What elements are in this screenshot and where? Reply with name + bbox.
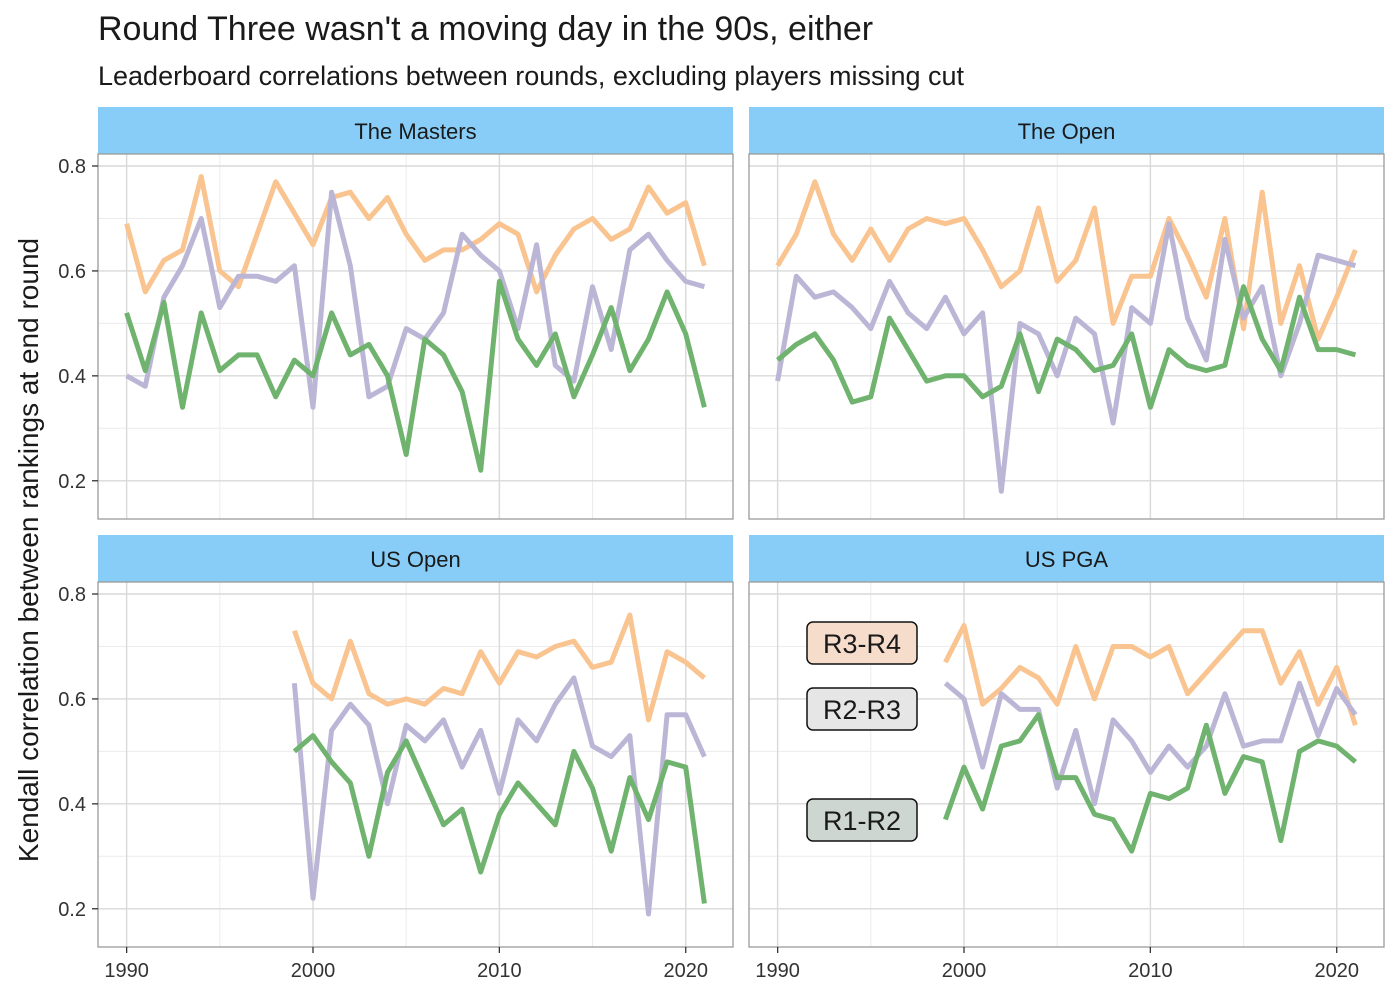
series-line-r2-r3 — [943, 680, 1358, 807]
panel-border — [748, 153, 1385, 520]
series-line-r2-r3 — [775, 221, 1357, 494]
facet-strip-label: US PGA — [1025, 547, 1108, 572]
facet-panel: US Open 0.2 0.4 0.6 0.8 1990 2000 2010 2020 — [58, 535, 734, 982]
series-line-r3-r4 — [943, 623, 1358, 726]
series-line-r1-r2 — [943, 712, 1358, 854]
legend-box — [806, 687, 918, 731]
series-line-r1-r2 — [775, 284, 1357, 410]
x-tick-label: 2020 — [1314, 960, 1359, 982]
facet-panel: The Open — [748, 107, 1385, 520]
facet-panel: US PGA 1990 2000 2010 2020 R3-R4 R2-R3 R1-R2 — [748, 535, 1385, 982]
facet-panels: The Masters 0.2 0.4 0.6 0.8 The Open US Open 0.… — [58, 107, 1385, 982]
facet-strip — [98, 107, 733, 154]
x-tick-label: 2010 — [1128, 960, 1173, 982]
x-tick-label: 2020 — [663, 960, 708, 982]
panel-border — [97, 581, 734, 948]
y-tick-label: 0.2 — [58, 899, 86, 921]
facet-strip-label: The Open — [1018, 119, 1116, 144]
legend-box — [806, 621, 918, 665]
y-axis-label: Kendall correlation between rankings at … — [13, 238, 44, 862]
y-tick-label: 0.8 — [58, 584, 86, 606]
series-line-r2-r3 — [125, 189, 706, 410]
y-tick-label: 0.4 — [58, 366, 86, 388]
legend-label: R2-R3 — [823, 695, 901, 725]
x-tick-label: 2000 — [291, 960, 336, 982]
x-tick-label: 2000 — [942, 960, 987, 982]
legend-box — [806, 798, 918, 842]
chart-title: Round Three wasn't a moving day in the 9… — [98, 10, 873, 48]
facet-strip-label: US Open — [370, 547, 461, 572]
facet-panel: The Masters 0.2 0.4 0.6 0.8 — [58, 107, 734, 520]
panel-border — [97, 153, 734, 520]
x-tick-label: 2010 — [477, 960, 522, 982]
series-line-r1-r2 — [124, 278, 707, 473]
legend-item-r3-r4: R3-R4 — [806, 621, 918, 665]
facet-strip — [749, 535, 1384, 582]
x-tick-label: 1990 — [755, 960, 800, 982]
y-tick-label: 0.4 — [58, 794, 86, 816]
facet-strip — [749, 107, 1384, 154]
legend-label: R1-R2 — [823, 806, 901, 836]
y-tick-label: 0.2 — [58, 471, 86, 493]
legend-item-r1-r2: R1-R2 — [806, 798, 918, 842]
legend-item-r2-r3: R2-R3 — [806, 687, 918, 731]
series-line-r3-r4 — [292, 612, 707, 723]
x-tick-label: 1990 — [104, 960, 149, 982]
facet-strip-label: The Masters — [354, 119, 476, 144]
facet-strip — [98, 535, 733, 582]
chart-subtitle: Leaderboard correlations between rounds,… — [98, 61, 964, 91]
series-line-r3-r4 — [124, 174, 707, 295]
y-tick-label: 0.8 — [58, 156, 86, 178]
y-tick-label: 0.6 — [58, 689, 86, 711]
series-line-r3-r4 — [775, 179, 1358, 342]
y-tick-label: 0.6 — [58, 261, 86, 283]
legend-label: R3-R4 — [823, 629, 901, 659]
series-line-r1-r2 — [292, 733, 707, 904]
panel-border — [748, 581, 1385, 948]
